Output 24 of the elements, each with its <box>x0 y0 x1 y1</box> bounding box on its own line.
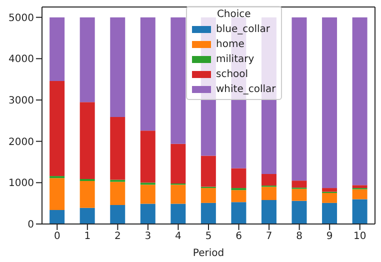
x-tick-label: 0 <box>54 231 60 242</box>
x-tick-label: 2 <box>114 231 121 242</box>
legend-label: home <box>216 39 244 50</box>
x-tick-label: 9 <box>326 231 333 242</box>
x-tick-label: 6 <box>236 231 242 242</box>
x-tick-label: 7 <box>266 231 272 242</box>
x-tick-label: 10 <box>353 231 366 242</box>
y-tick-label: 1000 <box>8 178 34 190</box>
x-axis-title: Period <box>192 248 224 259</box>
y-tick-label: 0 <box>28 220 34 231</box>
x-tick-label: 4 <box>175 231 182 242</box>
y-tick-label: 2000 <box>8 136 34 148</box>
legend-label: blue_collar <box>216 24 270 35</box>
y-tick-label: 5000 <box>8 12 34 24</box>
x-tick-label: 5 <box>205 231 212 242</box>
x-tick-label: 1 <box>84 231 91 242</box>
x-tick-label: 8 <box>296 231 303 242</box>
legend-label: military <box>216 54 254 65</box>
y-tick-label: 3000 <box>8 96 34 107</box>
legend-title: Choice <box>216 9 252 20</box>
legend-label: white_collar <box>216 84 276 95</box>
y-tick-label: 4000 <box>8 54 34 66</box>
legend-label: school <box>216 69 248 80</box>
x-tick-label: 3 <box>144 231 152 242</box>
